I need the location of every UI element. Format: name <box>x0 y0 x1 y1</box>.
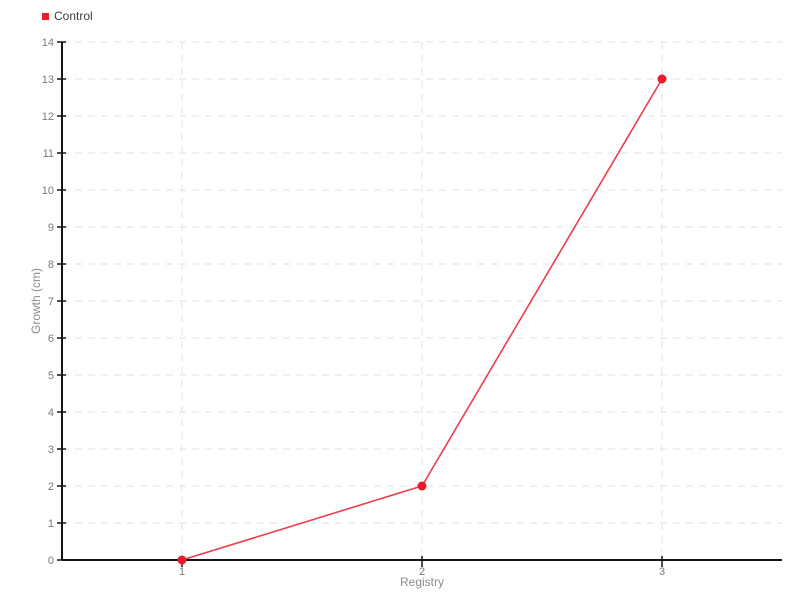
x-axis-title: Registry <box>399 575 444 589</box>
y-tick-label: 7 <box>48 296 54 308</box>
y-tick-label: 13 <box>42 74 54 86</box>
legend-marker-icon <box>42 12 49 20</box>
legend-label: Control <box>54 9 93 23</box>
y-tick-label: 1 <box>48 518 54 530</box>
data-point <box>177 555 187 565</box>
y-tick-label: 11 <box>43 148 54 160</box>
y-tick-label: 8 <box>48 259 54 271</box>
x-tick-label: 3 <box>659 566 665 578</box>
data-point <box>417 481 427 491</box>
y-tick-label: 9 <box>48 222 54 234</box>
y-tick-label: 6 <box>48 333 54 345</box>
x-tick-label: 1 <box>179 566 185 578</box>
y-tick-label: 12 <box>42 111 54 123</box>
legend: Control <box>42 9 93 23</box>
y-tick-label: 2 <box>48 481 54 493</box>
y-tick-label: 3 <box>48 444 54 456</box>
y-tick-label: 0 <box>48 555 54 567</box>
y-tick-label: 10 <box>42 185 54 197</box>
y-tick-label: 4 <box>48 407 54 419</box>
y-axis-title: Growth (cm) <box>29 268 43 334</box>
y-tick-label: 14 <box>42 37 54 49</box>
data-point <box>657 74 667 84</box>
x-tick-label: 2 <box>419 566 425 578</box>
y-tick-label: 5 <box>48 370 54 382</box>
